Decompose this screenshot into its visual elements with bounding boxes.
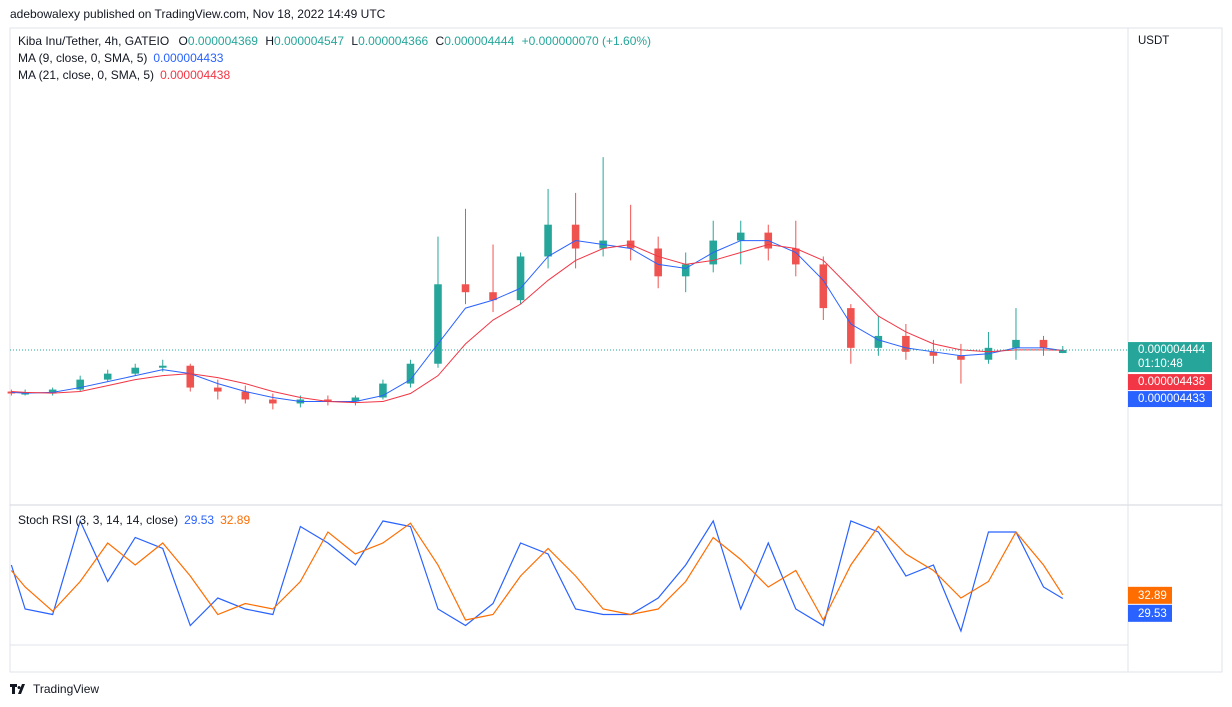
candle-body (902, 335, 910, 352)
stoch-value-box (1128, 604, 1172, 622)
ohlc-key: L (351, 34, 358, 48)
ohlc-value: 0.000004366 (358, 34, 428, 48)
stoch-line (10, 519, 1064, 633)
ma-price-box (1128, 374, 1212, 391)
ma-name: MA (9, close, 0, SMA, 5) (18, 51, 147, 65)
candle-body (406, 363, 415, 384)
candle-body (1039, 339, 1048, 348)
candle-body (819, 264, 828, 309)
candle-body (241, 391, 250, 400)
ohlc-value: 0.000004369 (188, 34, 258, 48)
candle-body (131, 367, 140, 374)
ma-legend: MA (21, close, 0, SMA, 5) 0.000004438 (18, 68, 230, 82)
candle-body (847, 308, 855, 348)
candle-body (48, 389, 57, 394)
candle-body (351, 397, 360, 402)
candle-body (324, 399, 332, 402)
last-price-box (1128, 342, 1212, 373)
candle-body (214, 387, 222, 392)
marks (7, 157, 1128, 633)
stoch-d-value: 32.89 (220, 513, 250, 527)
stoch-k-value: 29.53 (184, 513, 214, 527)
candle-body (434, 284, 442, 364)
change: +0.000000070 (+1.60%) (522, 34, 651, 48)
ohlc-value: 0.000004547 (274, 34, 344, 48)
candle-body (379, 383, 387, 398)
candle-body (76, 379, 84, 390)
stoch-value-box (1128, 586, 1172, 604)
ohlc-key: C (436, 34, 445, 48)
candle-body (929, 351, 938, 356)
candle-body (544, 224, 552, 257)
last-price-label: 0.000004444 (1138, 344, 1206, 356)
candle-body (489, 292, 497, 301)
candle-body (792, 248, 800, 265)
candle-body (1012, 339, 1020, 348)
brand-logo (10, 684, 25, 694)
ohlc-key: H (265, 34, 274, 48)
labels: 0.000004444 01:10:48 0.000004438 0.00000443… (1128, 342, 1212, 622)
candle-body (681, 264, 690, 277)
candle-body (571, 224, 580, 249)
stoch-value-label: 32.89 (1138, 590, 1167, 602)
symbol-title: Kiba Inu/Tether, 4h, GATEIO (18, 34, 169, 48)
brand: TradingView (33, 682, 99, 696)
moving-average (11, 244, 1063, 404)
publisher: adebowalexy published on TradingView.com… (10, 7, 386, 21)
ma-value: 0.000004438 (160, 68, 230, 82)
candle-body (21, 393, 29, 395)
candle-body (1058, 350, 1067, 354)
countdown: 01:10:48 (1138, 358, 1183, 370)
stoch-value-label: 29.53 (1138, 608, 1167, 620)
stoch-line (10, 522, 1064, 622)
candle-body (186, 365, 195, 388)
ohlc-value: 0.000004444 (444, 34, 514, 48)
candle-body (516, 256, 525, 301)
candle-body (874, 335, 883, 348)
ma-price-box (1128, 391, 1212, 408)
candle-body (158, 365, 167, 368)
ma-legend: MA (9, close, 0, SMA, 5) 0.000004433 (18, 51, 224, 65)
candle-body (103, 373, 112, 380)
candle-body (736, 232, 745, 241)
ohlc-key: O (179, 34, 188, 48)
unit-label: USDT (1138, 35, 1169, 47)
ma-price-label: 0.000004438 (1138, 376, 1205, 388)
stoch-legend: Stoch RSI (3, 3, 14, 14, close) 29.53 32.8… (18, 513, 250, 527)
ma-price-label: 0.000004433 (1138, 393, 1205, 405)
ma-value: 0.000004433 (153, 51, 223, 65)
candle-body (957, 355, 965, 360)
price-legend: Kiba Inu/Tether, 4h, GATEIO O0.000004369… (18, 34, 651, 48)
candle-body (654, 248, 662, 277)
candle-body (461, 284, 470, 293)
candle-body (269, 399, 277, 404)
stoch-title: Stoch RSI (3, 3, 14, 14, close) (18, 513, 178, 527)
ma-name: MA (21, close, 0, SMA, 5) (18, 68, 154, 82)
moving-average (11, 240, 1063, 402)
